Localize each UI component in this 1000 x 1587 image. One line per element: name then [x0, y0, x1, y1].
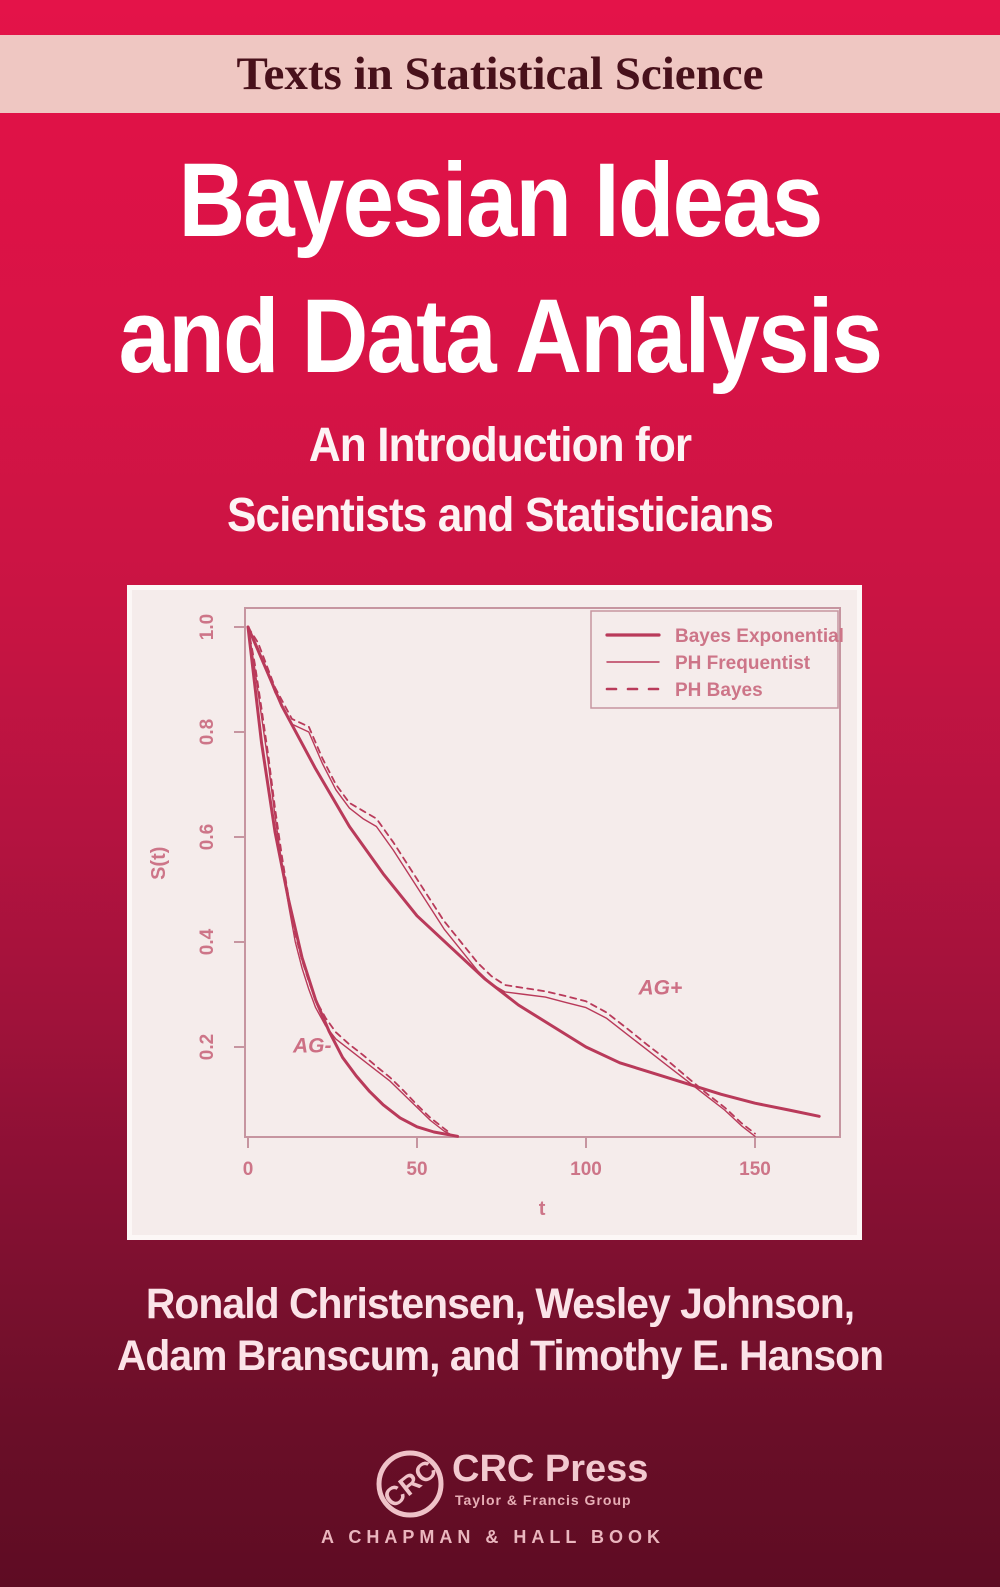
- chart-legend: Bayes Exponential PH Frequentist PH Bayes: [590, 610, 844, 709]
- curve-AG--thin-solid: [247, 626, 455, 1137]
- x-axis-title: t: [539, 1198, 546, 1220]
- y-tick-label: 0.2: [197, 1034, 218, 1060]
- curve-AG+-dashed: [247, 626, 756, 1135]
- legend-label: Bayes Exponential: [675, 626, 844, 647]
- curve-AG--thick-solid: [246, 625, 460, 1138]
- group-annotation: AG+: [637, 977, 682, 1000]
- authors-line-1: Ronald Christensen, Wesley Johnson,: [145, 1280, 855, 1328]
- book-title-line-2: and Data Analysis: [118, 278, 883, 395]
- authors-line-2: Adam Branscum, and Timothy E. Hanson: [116, 1332, 884, 1380]
- y-tick-label: 0.4: [197, 928, 218, 955]
- x-tick-label: 150: [739, 1159, 771, 1180]
- y-tick-label: 1.0: [197, 614, 218, 640]
- x-tick-label: 50: [406, 1159, 427, 1180]
- x-tick-label: 100: [570, 1159, 602, 1180]
- survival-chart-panel: 0.2 0.4 0.6 0.8 1.0 0 50 100 150 t S(t) AG- AG+ Bayes…: [127, 585, 862, 1240]
- curve-AG+-thin-solid: [247, 626, 756, 1137]
- book-subtitle-line-1: An Introduction for: [308, 419, 692, 472]
- curve-AG+-thick-solid: [246, 625, 821, 1118]
- curve-AG--dashed: [247, 626, 452, 1135]
- book-subtitle-line-2: Scientists and Statisticians: [226, 489, 774, 542]
- plot-frame: [244, 607, 841, 1138]
- x-tick-label: 0: [243, 1159, 254, 1180]
- legend-label: PH Frequentist: [675, 653, 811, 674]
- publisher-tagline: A CHAPMAN & HALL BOOK: [321, 1527, 665, 1547]
- survival-chart: 0.2 0.4 0.6 0.8 1.0 0 50 100 150 t S(t) AG- AG+ Bayes…: [148, 607, 844, 1220]
- book-title-line-1: Bayesian Ideas: [178, 142, 823, 259]
- y-tick-label: 0.6: [197, 824, 218, 850]
- publisher-imprint: CRC Press: [452, 1448, 649, 1490]
- crc-press-logo-icon: CRC: [376, 1450, 444, 1518]
- legend-label: PH Bayes: [675, 680, 763, 701]
- series-banner: Texts in Statistical Science: [0, 35, 1000, 113]
- y-axis-title: S(t): [148, 847, 170, 880]
- series-banner-label: Texts in Statistical Science: [236, 48, 764, 100]
- y-tick-label: 0.8: [197, 719, 218, 745]
- group-annotation: AG-: [292, 1034, 332, 1057]
- publisher-group: Taylor & Francis Group: [455, 1492, 632, 1508]
